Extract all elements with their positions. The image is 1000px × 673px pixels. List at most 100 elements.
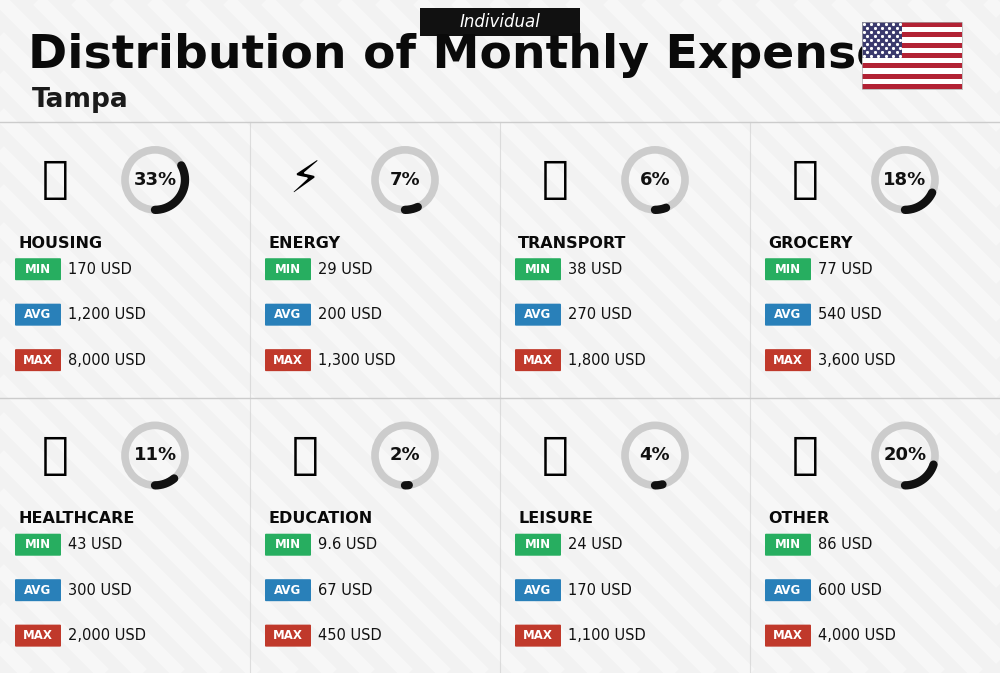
Text: 29 USD: 29 USD (318, 262, 372, 277)
FancyBboxPatch shape (515, 349, 561, 371)
Text: MIN: MIN (275, 538, 301, 551)
FancyBboxPatch shape (265, 304, 311, 326)
Text: 7%: 7% (390, 171, 420, 189)
FancyBboxPatch shape (15, 534, 61, 556)
Text: AVG: AVG (274, 583, 302, 597)
Text: MIN: MIN (25, 538, 51, 551)
Text: 86 USD: 86 USD (818, 537, 872, 553)
Text: 200 USD: 200 USD (318, 307, 382, 322)
Text: Distribution of Monthly Expenses: Distribution of Monthly Expenses (28, 32, 916, 77)
FancyBboxPatch shape (862, 69, 962, 73)
FancyBboxPatch shape (862, 42, 962, 48)
Text: 43 USD: 43 USD (68, 537, 122, 553)
Text: 20%: 20% (883, 446, 927, 464)
Text: AVG: AVG (274, 308, 302, 321)
Text: 🛒: 🛒 (792, 158, 818, 201)
Text: MAX: MAX (23, 629, 53, 642)
Text: MIN: MIN (525, 538, 551, 551)
Text: 540 USD: 540 USD (818, 307, 882, 322)
Text: MAX: MAX (273, 629, 303, 642)
Text: 1,300 USD: 1,300 USD (318, 353, 396, 367)
Text: 🚌: 🚌 (542, 158, 568, 201)
Text: MIN: MIN (525, 262, 551, 276)
FancyBboxPatch shape (862, 32, 962, 38)
FancyBboxPatch shape (765, 304, 811, 326)
Text: MIN: MIN (775, 538, 801, 551)
FancyBboxPatch shape (862, 48, 962, 53)
FancyBboxPatch shape (515, 625, 561, 647)
FancyBboxPatch shape (420, 8, 580, 36)
FancyBboxPatch shape (862, 84, 962, 89)
FancyBboxPatch shape (265, 579, 311, 601)
Text: LEISURE: LEISURE (518, 511, 593, 526)
FancyBboxPatch shape (15, 304, 61, 326)
Text: MAX: MAX (523, 353, 553, 367)
Text: GROCERY: GROCERY (768, 236, 852, 251)
Text: MAX: MAX (523, 629, 553, 642)
FancyBboxPatch shape (515, 258, 561, 280)
FancyBboxPatch shape (862, 79, 962, 84)
Text: 🏙: 🏙 (42, 158, 68, 201)
FancyBboxPatch shape (765, 579, 811, 601)
Text: 24 USD: 24 USD (568, 537, 622, 553)
Text: 1,200 USD: 1,200 USD (68, 307, 146, 322)
FancyBboxPatch shape (15, 258, 61, 280)
FancyBboxPatch shape (862, 58, 962, 63)
Text: OTHER: OTHER (768, 511, 829, 526)
FancyBboxPatch shape (15, 579, 61, 601)
Text: 270 USD: 270 USD (568, 307, 632, 322)
Text: TRANSPORT: TRANSPORT (518, 236, 626, 251)
Text: MIN: MIN (775, 262, 801, 276)
Text: 170 USD: 170 USD (568, 583, 632, 598)
Text: 2%: 2% (390, 446, 420, 464)
Text: 4,000 USD: 4,000 USD (818, 628, 896, 643)
FancyBboxPatch shape (265, 625, 311, 647)
Text: 33%: 33% (133, 171, 177, 189)
Text: Individual: Individual (460, 13, 540, 31)
Text: 🏥: 🏥 (42, 434, 68, 477)
Text: 67 USD: 67 USD (318, 583, 372, 598)
FancyBboxPatch shape (265, 258, 311, 280)
Text: 6%: 6% (640, 171, 670, 189)
Text: 18%: 18% (883, 171, 927, 189)
Text: 2,000 USD: 2,000 USD (68, 628, 146, 643)
Text: 🎓: 🎓 (292, 434, 318, 477)
FancyBboxPatch shape (862, 22, 902, 58)
FancyBboxPatch shape (265, 349, 311, 371)
FancyBboxPatch shape (862, 27, 962, 32)
Text: HEALTHCARE: HEALTHCARE (18, 511, 134, 526)
Text: MAX: MAX (773, 629, 803, 642)
Text: AVG: AVG (774, 583, 802, 597)
Text: 4%: 4% (640, 446, 670, 464)
Text: 1,100 USD: 1,100 USD (568, 628, 646, 643)
Text: 600 USD: 600 USD (818, 583, 882, 598)
Text: AVG: AVG (24, 583, 52, 597)
FancyBboxPatch shape (515, 579, 561, 601)
Text: ENERGY: ENERGY (268, 236, 340, 251)
FancyBboxPatch shape (515, 534, 561, 556)
Text: MIN: MIN (275, 262, 301, 276)
FancyBboxPatch shape (862, 53, 962, 58)
FancyBboxPatch shape (515, 304, 561, 326)
Text: AVG: AVG (774, 308, 802, 321)
Text: MAX: MAX (23, 353, 53, 367)
Text: 11%: 11% (133, 446, 177, 464)
FancyBboxPatch shape (15, 625, 61, 647)
Text: 9.6 USD: 9.6 USD (318, 537, 377, 553)
Text: AVG: AVG (524, 308, 552, 321)
Text: 300 USD: 300 USD (68, 583, 132, 598)
FancyBboxPatch shape (765, 258, 811, 280)
Text: Tampa: Tampa (32, 87, 129, 113)
Text: MAX: MAX (773, 353, 803, 367)
Text: AVG: AVG (24, 308, 52, 321)
Text: HOUSING: HOUSING (18, 236, 102, 251)
FancyBboxPatch shape (862, 38, 962, 42)
FancyBboxPatch shape (15, 349, 61, 371)
Text: AVG: AVG (524, 583, 552, 597)
Text: 1,800 USD: 1,800 USD (568, 353, 646, 367)
Text: 450 USD: 450 USD (318, 628, 382, 643)
FancyBboxPatch shape (862, 73, 962, 79)
FancyBboxPatch shape (265, 534, 311, 556)
Text: 38 USD: 38 USD (568, 262, 622, 277)
Text: 3,600 USD: 3,600 USD (818, 353, 896, 367)
